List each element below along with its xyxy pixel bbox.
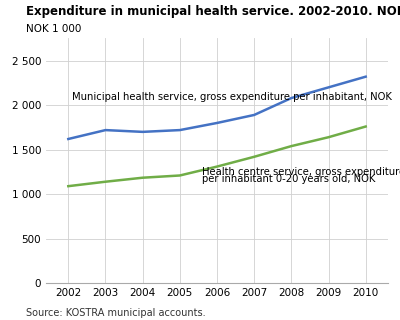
- Text: NOK 1 000: NOK 1 000: [26, 24, 81, 34]
- Text: Health centre service, gross expenditure: Health centre service, gross expenditure: [202, 167, 400, 177]
- Text: Municipal health service, gross expenditure per inhabitant, NOK: Municipal health service, gross expendit…: [72, 92, 392, 102]
- Text: Source: KOSTRA municipal accounts.: Source: KOSTRA municipal accounts.: [26, 308, 206, 318]
- Text: per inhabitant 0-20 years old, NOK: per inhabitant 0-20 years old, NOK: [202, 174, 376, 184]
- Text: Expenditure in municipal health service. 2002-2010. NOK 1 000: Expenditure in municipal health service.…: [26, 5, 400, 18]
